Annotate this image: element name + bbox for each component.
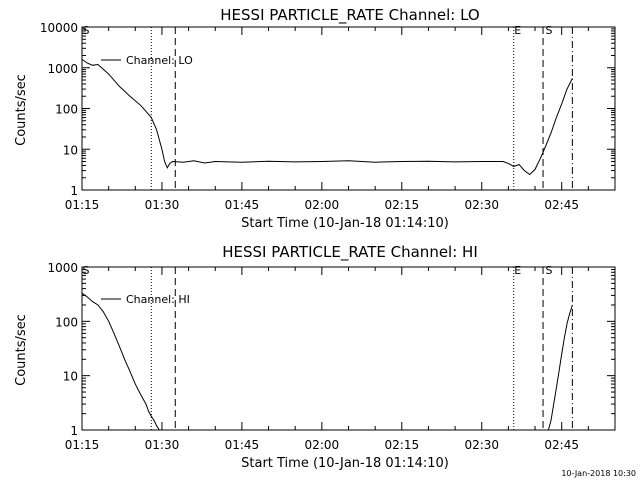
- series-line: [81, 58, 573, 176]
- event-marker-letter: S: [546, 264, 553, 277]
- y-tick-label: 10: [63, 370, 78, 384]
- y-tick-label: 1: [70, 424, 78, 438]
- footer-timestamp: 10-Jan-2018 10:30: [561, 469, 636, 478]
- x-tick-label: 01:15: [65, 438, 100, 452]
- series-line: [81, 292, 160, 431]
- event-marker-letter: E: [514, 24, 521, 37]
- x-tick-label: 02:45: [544, 438, 579, 452]
- event-marker-letter: S: [83, 24, 90, 37]
- x-tick-label: 01:45: [225, 198, 260, 212]
- x-tick-label: 02:00: [305, 198, 340, 212]
- panel-hi-ylabel: Counts/sec: [14, 314, 29, 386]
- y-tick-label: 1000: [47, 62, 78, 76]
- x-tick-label: 02:00: [305, 438, 340, 452]
- panel-hi-xlabel: Start Time (10-Jan-18 01:14:10): [241, 456, 449, 471]
- y-tick-label: 10: [63, 143, 78, 157]
- series-line: [547, 304, 573, 431]
- x-tick-label: 01:30: [145, 438, 180, 452]
- y-tick-label: 1000: [47, 261, 78, 275]
- y-tick-label: 1: [70, 184, 78, 198]
- event-marker-letter: S: [83, 264, 90, 277]
- plot-frame: [81, 266, 616, 431]
- x-tick-label: 02:30: [464, 438, 499, 452]
- panel-lo-ylabel: Counts/sec: [14, 74, 29, 146]
- event-marker-letter: E: [514, 264, 521, 277]
- x-tick-label: 02:30: [464, 198, 499, 212]
- panel-lo-xlabel: Start Time (10-Jan-18 01:14:10): [241, 216, 449, 231]
- x-tick-label: 01:30: [145, 198, 180, 212]
- panel-hi-legend-label: Channel: HI: [126, 293, 190, 306]
- x-tick-label: 01:45: [225, 438, 260, 452]
- plot-frame: [81, 26, 616, 191]
- panel-lo-legend-label: Channel: LO: [126, 54, 193, 67]
- x-tick-label: 02:45: [544, 198, 579, 212]
- panel-lo-title: HESSI PARTICLE_RATE Channel: LO: [220, 6, 479, 25]
- x-tick-label: 02:15: [385, 198, 420, 212]
- x-tick-label: 01:15: [65, 198, 100, 212]
- event-marker-letter: S: [546, 24, 553, 37]
- x-tick-label: 02:15: [385, 438, 420, 452]
- panel-hi-title: HESSI PARTICLE_RATE Channel: HI: [222, 243, 478, 262]
- y-tick-label: 10000: [40, 21, 78, 35]
- y-tick-label: 100: [55, 103, 78, 117]
- y-tick-label: 100: [55, 315, 78, 329]
